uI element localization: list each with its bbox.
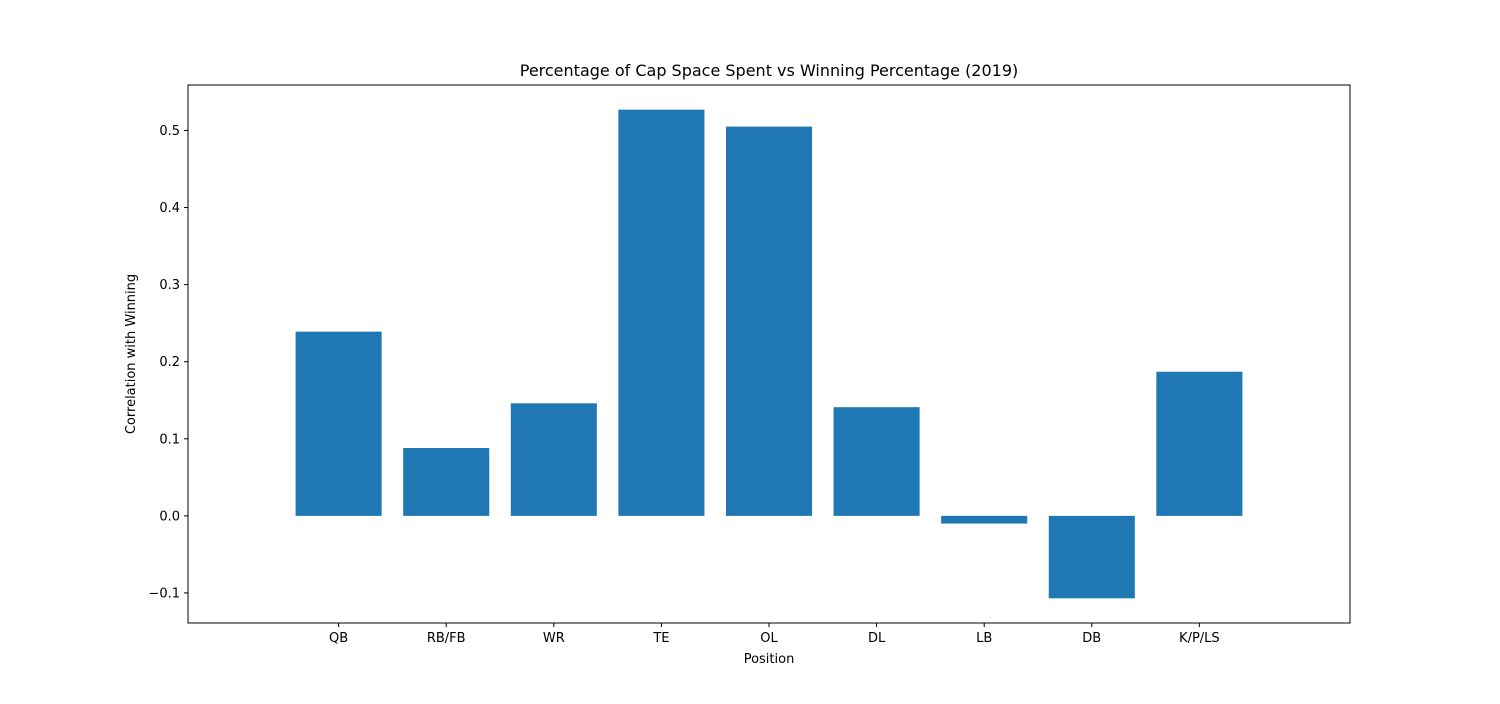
x-tick-label: DB xyxy=(1082,631,1101,646)
bar-qb xyxy=(295,331,382,516)
y-tick-label: 0.5 xyxy=(159,124,180,139)
bar-ol xyxy=(725,126,813,516)
x-tick-label: DL xyxy=(868,631,886,646)
x-tick-label: LB xyxy=(976,631,992,646)
x-axis-ticks: QB RB/FB WR TE OL DL LB DB K/P/LS xyxy=(329,623,1220,646)
x-tick-label: QB xyxy=(329,631,348,646)
x-tick-label: OL xyxy=(760,631,778,646)
y-axis-label: Correlation with Winning xyxy=(124,274,139,434)
bar-dl xyxy=(833,407,920,516)
x-tick-label: WR xyxy=(543,631,565,646)
bar-te xyxy=(618,109,705,516)
y-tick-label: 0.4 xyxy=(159,201,180,216)
y-axis-ticks: −0.1 0.0 0.1 0.2 0.3 0.4 0.5 xyxy=(148,124,188,601)
x-tick-label: RB/FB xyxy=(427,631,466,646)
bar-rb-fb xyxy=(403,448,490,516)
bar-wr xyxy=(510,403,597,516)
y-tick-label: 0.2 xyxy=(159,355,180,370)
plot-frame xyxy=(187,84,1351,624)
bar-k-p-ls xyxy=(1156,371,1243,516)
y-tick-label: 0.3 xyxy=(159,278,180,293)
x-axis-label: Position xyxy=(744,652,795,667)
bar-db xyxy=(1048,515,1135,599)
y-tick-label: 0.0 xyxy=(159,509,180,524)
x-tick-label: K/P/LS xyxy=(1179,631,1220,646)
y-tick-label: 0.1 xyxy=(159,432,180,447)
bars-group xyxy=(295,109,1243,599)
x-tick-label: TE xyxy=(652,631,669,646)
bar-lb xyxy=(941,515,1028,524)
chart-title: Percentage of Cap Space Spent vs Winning… xyxy=(520,61,1019,80)
y-tick-label: −0.1 xyxy=(148,586,180,601)
